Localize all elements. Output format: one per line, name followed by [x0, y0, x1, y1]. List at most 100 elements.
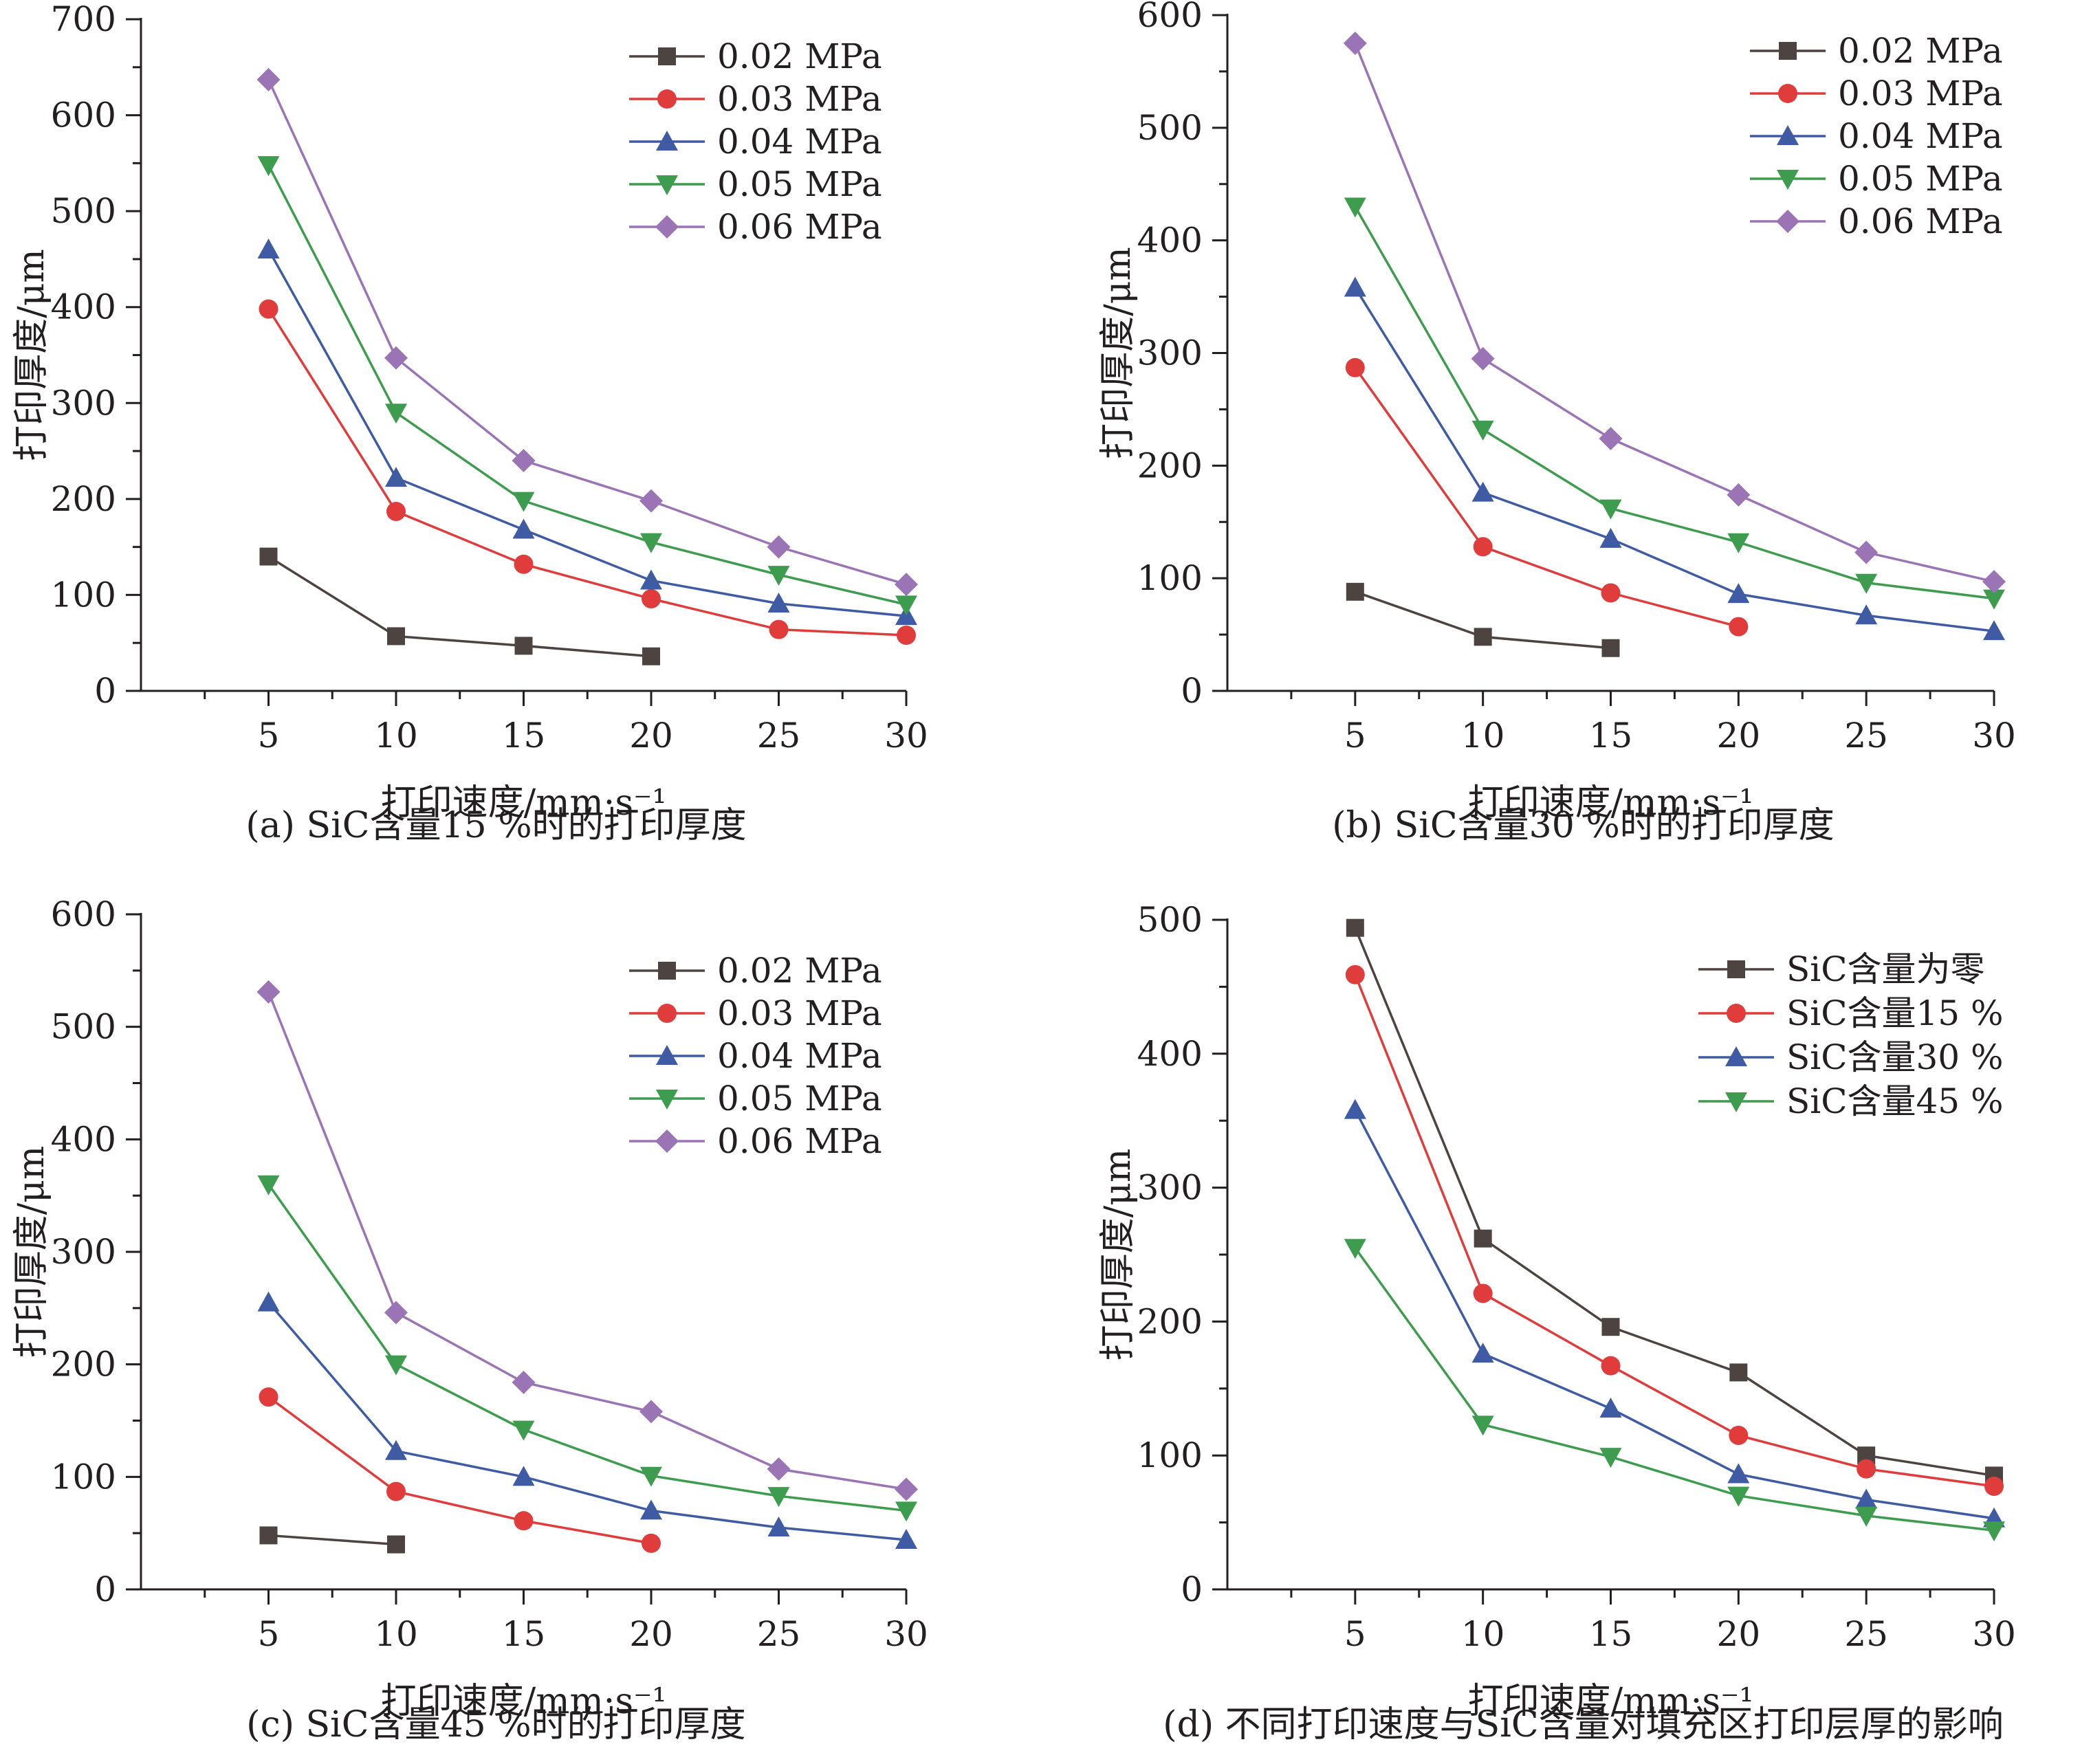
data-point — [1854, 540, 1879, 564]
data-point — [1344, 276, 1366, 297]
series-2 — [1345, 357, 1749, 637]
y-tick-label: 100 — [51, 1457, 116, 1497]
data-point — [1473, 1283, 1493, 1303]
series-5 — [256, 980, 918, 1501]
series-3 — [1344, 1099, 2005, 1528]
legend-entry: 0.03 MPa — [1750, 74, 2003, 113]
series-line — [267, 555, 652, 658]
data-point — [1855, 604, 1878, 625]
chart-caption: (a) SiC含量15 %时的打印厚度 — [245, 805, 746, 846]
legend-label: 0.05 MPa — [1838, 159, 2003, 199]
legend-entry: 0.06 MPa — [629, 207, 882, 247]
series-line — [267, 79, 907, 586]
legend-entry: 0.02 MPa — [629, 36, 882, 76]
y-tick-label: 200 — [1137, 445, 1203, 485]
series-line — [1354, 1247, 1995, 1532]
data-point — [1601, 1356, 1621, 1376]
x-tick-label: 25 — [1844, 1614, 1888, 1654]
chart-caption: (b) SiC含量30 %时的打印厚度 — [1332, 805, 1835, 846]
legend-marker — [656, 1090, 678, 1110]
y-tick-label: 600 — [1137, 0, 1203, 35]
legend-label: SiC含量为零 — [1786, 949, 1985, 989]
x-tick-label: 20 — [1717, 1614, 1761, 1654]
chart-panel-4: 0 100 200 300 400 500 5 10 15 20 25 30 打印速度/mm·s⁻¹ 打印… — [1097, 900, 2016, 1745]
data-point — [257, 238, 280, 258]
legend-label: 0.04 MPa — [717, 1036, 882, 1076]
legend-label: 0.02 MPa — [717, 951, 882, 991]
legend-entry: SiC含量为零 — [1698, 949, 1985, 989]
data-point — [1471, 1343, 1494, 1363]
x-tick-label: 20 — [629, 1614, 673, 1654]
y-tick-label: 0 — [94, 1569, 116, 1609]
legend-marker — [656, 131, 678, 151]
legend-marker — [657, 89, 677, 109]
series-line — [267, 308, 907, 637]
x-tick-label: 10 — [374, 1614, 418, 1654]
data-point — [1727, 533, 1750, 553]
x-tick-label: 25 — [1844, 716, 1888, 756]
data-point — [1471, 420, 1494, 441]
legend-entry: 0.02 MPa — [629, 951, 882, 991]
legend-entry: 0.04 MPa — [1750, 116, 2003, 156]
x-tick-label: 25 — [757, 716, 801, 756]
legend-entry: 0.05 MPa — [629, 164, 882, 204]
data-point — [387, 627, 405, 646]
series-line — [1354, 43, 1995, 583]
data-point — [1474, 628, 1492, 646]
data-point — [1727, 583, 1750, 604]
series-1 — [1346, 582, 1620, 657]
data-point — [1599, 427, 1623, 451]
data-point — [1729, 617, 1749, 637]
legend-marker — [656, 175, 678, 195]
legend-entry: 0.05 MPa — [1750, 159, 2003, 199]
y-axis-label: 打印厚度/μm — [1097, 1149, 1139, 1361]
data-point — [1855, 1506, 1878, 1527]
data-point — [1982, 570, 2006, 594]
data-point — [1983, 589, 2005, 610]
legend-entry: 0.04 MPa — [629, 122, 882, 162]
data-point — [639, 1400, 663, 1424]
data-point — [767, 1487, 790, 1508]
data-point — [1601, 639, 1620, 657]
data-point — [1599, 1398, 1622, 1418]
series-5 — [256, 67, 918, 597]
data-point — [1857, 1459, 1876, 1479]
series-line — [1354, 974, 1995, 1488]
data-point — [384, 346, 408, 370]
data-point — [1471, 481, 1494, 502]
legend-entry: SiC含量45 % — [1698, 1081, 2004, 1121]
y-tick-label: 500 — [51, 1007, 116, 1047]
series-4 — [1344, 197, 2005, 610]
legend-marker — [658, 962, 676, 980]
x-tick-label: 5 — [1344, 1614, 1366, 1654]
data-point — [384, 1301, 408, 1325]
data-point — [385, 1355, 407, 1376]
data-point — [642, 647, 660, 665]
legend-marker — [1727, 1004, 1746, 1023]
data-point — [256, 67, 281, 91]
legend-label: 0.06 MPa — [717, 1121, 882, 1161]
y-tick-label: 400 — [1137, 1034, 1203, 1074]
legend-entry: 0.06 MPa — [1750, 201, 2003, 241]
y-tick-label: 500 — [1137, 108, 1203, 148]
legend-marker — [1725, 1046, 1747, 1066]
y-tick-label: 400 — [51, 1119, 116, 1159]
y-axis-label: 打印厚度/μm — [1097, 247, 1139, 459]
y-tick-label: 500 — [1137, 900, 1203, 940]
legend-label: 0.04 MPa — [1838, 116, 2003, 156]
x-tick-label: 10 — [1461, 1614, 1505, 1654]
data-point — [259, 1526, 278, 1545]
y-axis-label: 打印厚度/μm — [11, 1146, 52, 1358]
data-point — [895, 573, 918, 597]
data-point — [386, 502, 406, 522]
data-point — [1601, 1318, 1620, 1336]
legend-label: 0.03 MPa — [717, 993, 882, 1033]
legend-marker — [658, 47, 676, 65]
data-point — [259, 1387, 278, 1407]
series-1 — [259, 547, 660, 665]
legend-label: 0.06 MPa — [717, 207, 882, 247]
legend-entry: 0.03 MPa — [629, 993, 882, 1033]
data-point — [895, 1501, 917, 1522]
series-3 — [257, 1291, 917, 1549]
x-tick-label: 15 — [502, 1614, 546, 1654]
